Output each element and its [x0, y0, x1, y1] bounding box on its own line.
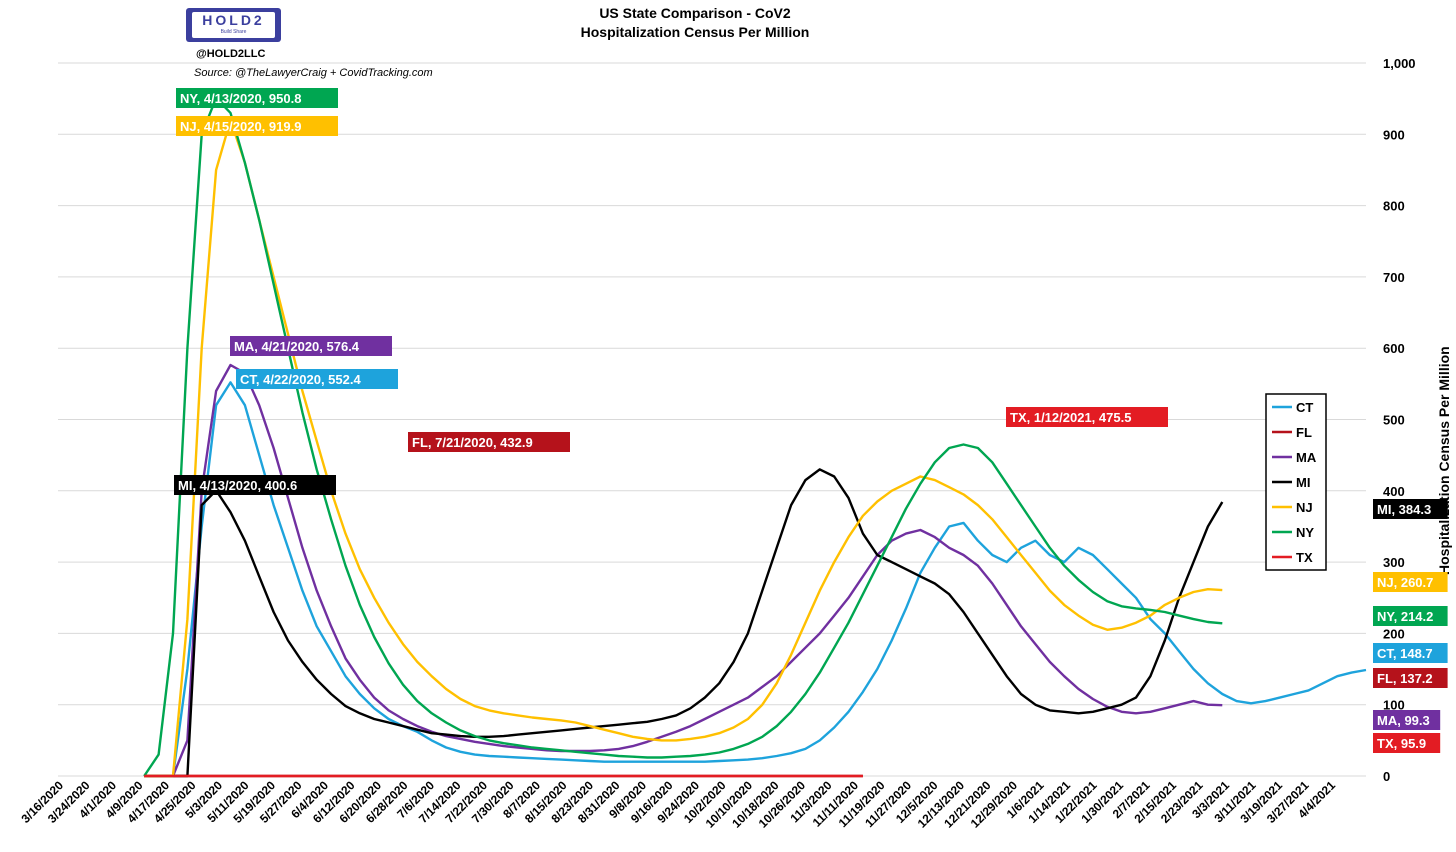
callout-label-fl: FL, 7/21/2020, 432.9	[412, 435, 533, 450]
callout-label-tx: TX, 1/12/2021, 475.5	[1010, 410, 1131, 425]
series-line-ny	[143, 96, 1223, 777]
end-label: MI, 384.3	[1377, 502, 1431, 517]
series-line-ma	[144, 363, 1223, 778]
y-tick-label: 100	[1383, 698, 1405, 713]
handle-text: @HOLD2LLC	[196, 48, 266, 60]
logo-inner: HOLD2 Build Share	[192, 12, 275, 38]
y-tick-label: 300	[1383, 555, 1405, 570]
callout-label-ma: MA, 4/21/2020, 576.4	[234, 339, 360, 354]
end-label-box	[1373, 606, 1448, 626]
y-tick-label: 0	[1383, 769, 1390, 784]
source-text: Source: @TheLawyerCraig + CovidTracking.…	[194, 67, 433, 79]
end-label-box	[1373, 572, 1448, 592]
hold2-logo: HOLD2 Build Share	[186, 8, 281, 42]
chart-title-line1: US State Comparison - CoV2	[599, 5, 791, 21]
logo-tagline: Build Share	[220, 29, 247, 35]
logo-text: HOLD2	[202, 12, 265, 28]
legend-item: FL	[1296, 425, 1312, 440]
legend-item: NJ	[1296, 500, 1313, 515]
end-label: NJ, 260.7	[1377, 575, 1433, 590]
y-tick-label: 900	[1383, 127, 1405, 142]
callout-box-ma	[230, 336, 392, 356]
chart-title-line2: Hospitalization Census Per Million	[580, 24, 810, 40]
end-label-box	[1373, 733, 1441, 753]
end-label: TX, 95.9	[1377, 736, 1426, 751]
y-tick-label: 700	[1383, 270, 1405, 285]
callout-label-mi: MI, 4/13/2020, 400.6	[178, 478, 297, 493]
y-tick-label: 1,000	[1383, 56, 1416, 71]
series-line-nj	[144, 118, 1223, 778]
end-label: CT, 148.7	[1377, 646, 1433, 661]
legend-item: NY	[1296, 525, 1314, 540]
callout-box-tx	[1006, 407, 1168, 427]
y-tick-label: 400	[1383, 484, 1405, 499]
series-line-mi	[144, 468, 1224, 778]
callout-label-ct: CT, 4/22/2020, 552.4	[240, 372, 361, 387]
end-label: MA, 99.3	[1377, 713, 1430, 728]
end-label-box	[1373, 499, 1448, 519]
y-axis-label: Hospitalization Census Per Million	[1436, 346, 1452, 575]
legend-item: MA	[1296, 450, 1317, 465]
end-label: NY, 214.2	[1377, 609, 1433, 624]
y-tick-label: 600	[1383, 341, 1405, 356]
y-tick-label: 200	[1383, 626, 1405, 641]
y-tick-label: 800	[1383, 199, 1405, 214]
callout-label-ny: NY, 4/13/2020, 950.8	[180, 91, 301, 106]
chart-title: US State Comparison - CoV2 Hospitalizati…	[480, 4, 910, 42]
callout-box-mi	[174, 475, 336, 495]
end-label-box	[1373, 643, 1448, 663]
y-tick-label: 500	[1383, 413, 1405, 428]
end-label: FL, 137.2	[1377, 671, 1433, 686]
legend-item: CT	[1296, 400, 1313, 415]
end-label-box	[1373, 668, 1448, 688]
legend-item: MI	[1296, 475, 1310, 490]
end-label-box	[1373, 710, 1441, 730]
callout-box-fl	[408, 432, 570, 452]
callout-box-ct	[236, 369, 398, 389]
callout-label-nj: NJ, 4/15/2020, 919.9	[180, 119, 301, 134]
legend-item: TX	[1296, 550, 1313, 565]
callout-box-ny	[176, 88, 338, 108]
callout-box-nj	[176, 116, 338, 136]
series-line-ct	[144, 381, 1367, 778]
